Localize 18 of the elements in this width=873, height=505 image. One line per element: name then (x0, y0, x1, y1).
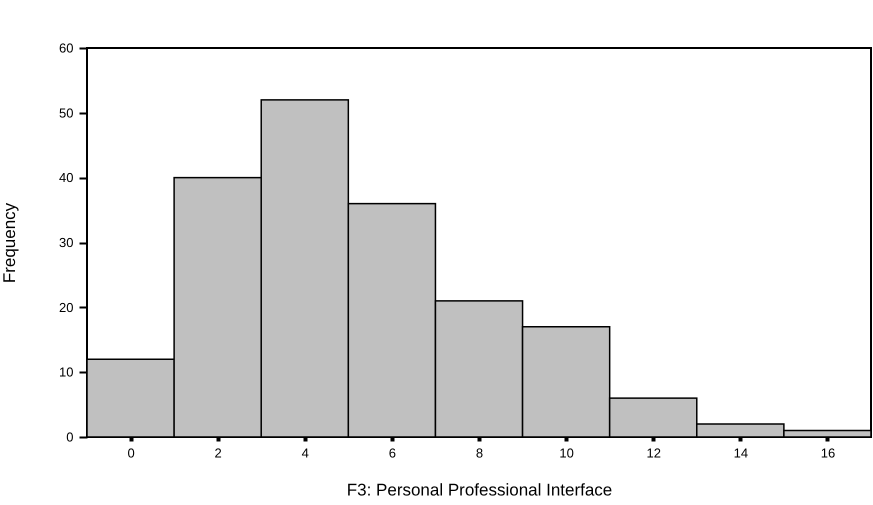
x-tick-label: 0 (127, 446, 135, 460)
x-tick-label: 6 (388, 446, 396, 460)
y-tick-label: 50 (59, 105, 74, 120)
x-axis-title: F3: Personal Professional Interface (346, 480, 612, 500)
y-tick-label: 60 (59, 40, 74, 56)
x-tick-label: 8 (476, 446, 484, 460)
y-tick-label: 40 (59, 170, 74, 186)
y-tick-label: 0 (66, 430, 74, 444)
y-tick-label: 30 (59, 235, 74, 250)
y-tick-label: 10 (59, 364, 74, 380)
x-tick-label: 14 (734, 446, 748, 460)
x-tick-label: 4 (302, 446, 309, 460)
x-tick-label: 12 (646, 446, 661, 460)
x-tick-label: 16 (820, 446, 836, 460)
y-axis-title: Frequency (0, 202, 20, 284)
x-tick-label: 2 (214, 446, 222, 460)
y-tick-label: 20 (59, 300, 74, 315)
x-tick-label: 10 (559, 446, 574, 460)
